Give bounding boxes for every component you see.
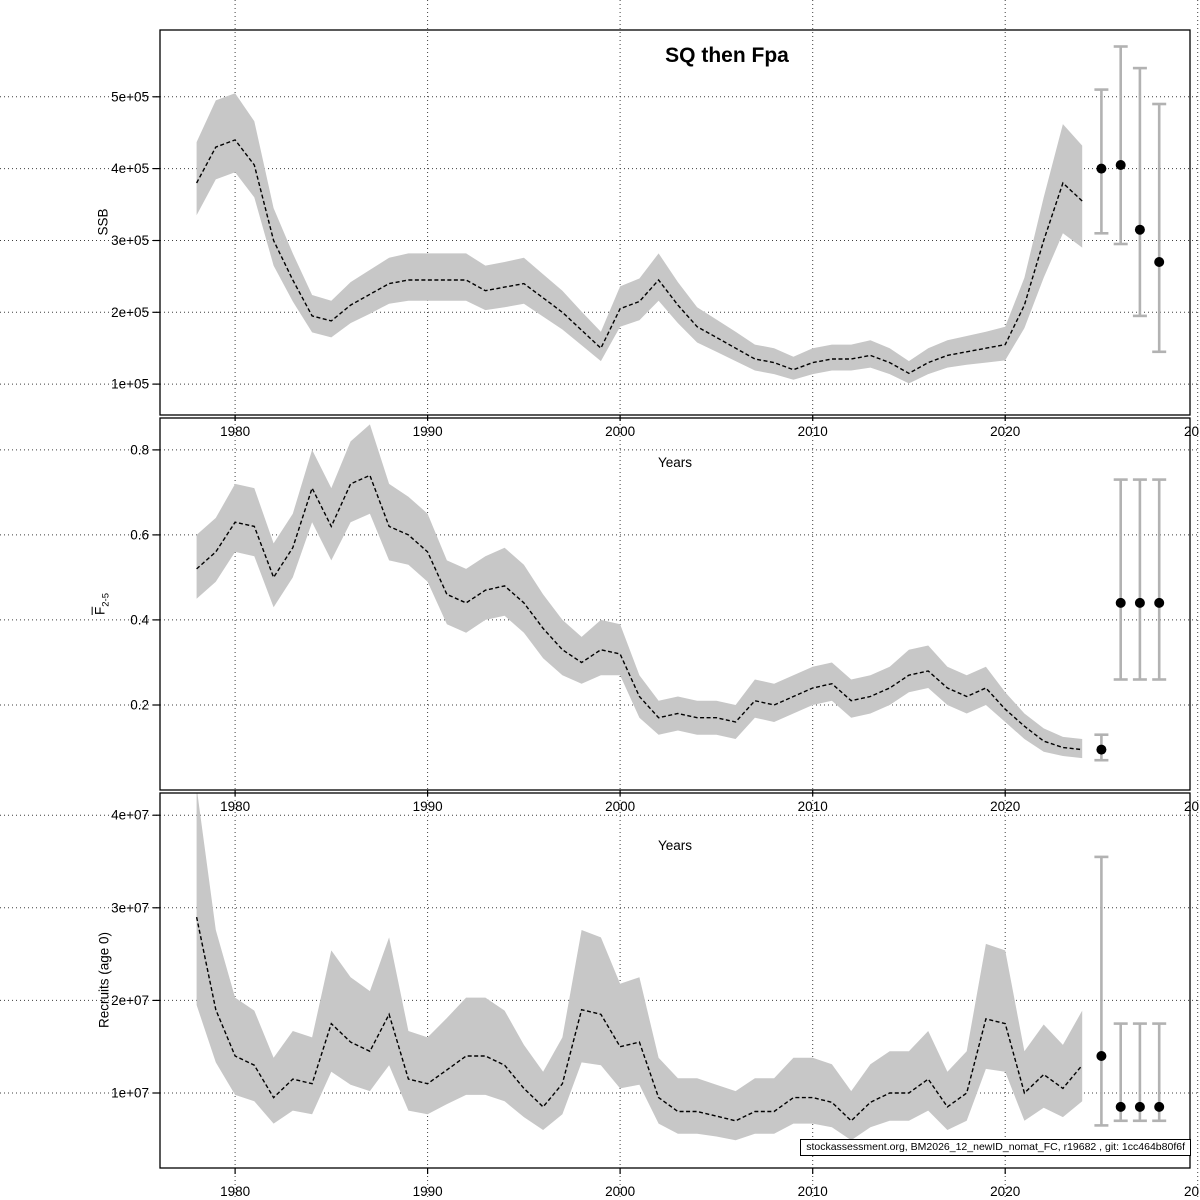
x-tick-label: 2000 bbox=[605, 424, 635, 439]
forecast-point bbox=[1096, 744, 1107, 755]
y-tick-label: 0.2 bbox=[130, 698, 149, 713]
x-tick-label: 2020 bbox=[990, 1184, 1020, 1199]
forecast-point bbox=[1154, 257, 1165, 267]
y-tick-label: 3e+07 bbox=[111, 900, 149, 915]
confidence-band bbox=[196, 93, 1083, 384]
forecast-error-bar bbox=[1152, 478, 1167, 681]
y-tick-label: 5e+05 bbox=[111, 89, 149, 104]
x-tick-label: 2010 bbox=[798, 424, 828, 439]
forecast-error-bar bbox=[1132, 66, 1147, 318]
forecast-error-bar bbox=[1094, 855, 1109, 1127]
y-tick-label: 3e+05 bbox=[111, 233, 149, 248]
y-tick-label: 0.4 bbox=[130, 612, 149, 627]
forecast-error-bar bbox=[1152, 102, 1167, 354]
estimate-line bbox=[196, 474, 1083, 751]
footer-citation: stockassessment.org, BM2026_12_newID_nom… bbox=[800, 1139, 1191, 1156]
x-tick-label: 1980 bbox=[220, 799, 250, 814]
panel-border bbox=[159, 792, 1191, 1169]
panel-border bbox=[159, 29, 1191, 416]
confidence-band bbox=[196, 793, 1083, 1141]
y-axis-label-ssb: SSB bbox=[95, 208, 111, 236]
x-tick-label: 1980 bbox=[220, 424, 250, 439]
x-axis-label-years-middle: Years bbox=[657, 838, 693, 853]
x-tick-label: 20 bbox=[1184, 1184, 1199, 1199]
forecast-point bbox=[1154, 1101, 1165, 1112]
x-tick-label: 1990 bbox=[413, 799, 443, 814]
x-tick-label: 2020 bbox=[990, 424, 1020, 439]
confidence-band bbox=[196, 424, 1083, 759]
y-tick-label: 2e+05 bbox=[111, 305, 149, 320]
estimate-line bbox=[195, 139, 1083, 375]
x-tick-label: 1990 bbox=[413, 1184, 443, 1199]
estimate-line bbox=[195, 916, 1083, 1122]
x-tick-label: 20 bbox=[1184, 799, 1199, 814]
forecast-point bbox=[1115, 160, 1126, 170]
y-tick-label: 4e+05 bbox=[111, 161, 149, 176]
forecast-point bbox=[1134, 597, 1145, 608]
forecast-point bbox=[1134, 224, 1145, 235]
forecast-error-bar bbox=[1113, 45, 1128, 246]
y-axis-label-fbar: F2-5 bbox=[93, 593, 112, 615]
y-tick-label: 0.8 bbox=[130, 442, 149, 457]
fbar-subscript: 2-5 bbox=[100, 593, 112, 607]
x-tick-label: 2000 bbox=[605, 799, 635, 814]
x-tick-label: 2010 bbox=[798, 799, 828, 814]
x-tick-label: 2010 bbox=[798, 1184, 828, 1199]
x-tick-label: 2020 bbox=[990, 799, 1020, 814]
x-tick-label: 1990 bbox=[413, 424, 443, 439]
forecast-point bbox=[1115, 1101, 1126, 1112]
forecast-point bbox=[1096, 1051, 1107, 1061]
forecast-point bbox=[1154, 597, 1165, 608]
forecast-point bbox=[1096, 163, 1107, 174]
fbar-symbol: F bbox=[92, 606, 108, 615]
y-tick-label: 4e+07 bbox=[111, 808, 149, 823]
forecast-error-bar bbox=[1094, 88, 1109, 235]
panel-border bbox=[159, 417, 1191, 791]
x-axis-label-years-top: Years bbox=[657, 455, 693, 470]
y-tick-label: 0.6 bbox=[130, 527, 149, 542]
chart-title: SQ then Fpa bbox=[665, 44, 789, 67]
y-tick-label: 2e+07 bbox=[111, 993, 149, 1008]
x-tick-label: 20 bbox=[1184, 424, 1199, 439]
forecast-error-bar bbox=[1132, 478, 1147, 681]
y-tick-label: 1e+07 bbox=[111, 1086, 149, 1101]
y-tick-label: 1e+05 bbox=[111, 377, 149, 392]
forecast-error-bar bbox=[1113, 478, 1128, 681]
y-axis-label-recruits: Recruits (age 0) bbox=[96, 931, 112, 1029]
x-tick-label: 2000 bbox=[605, 1184, 635, 1199]
x-tick-label: 1980 bbox=[220, 1184, 250, 1199]
forecast-point bbox=[1115, 597, 1126, 608]
forecast-point bbox=[1134, 1101, 1145, 1112]
